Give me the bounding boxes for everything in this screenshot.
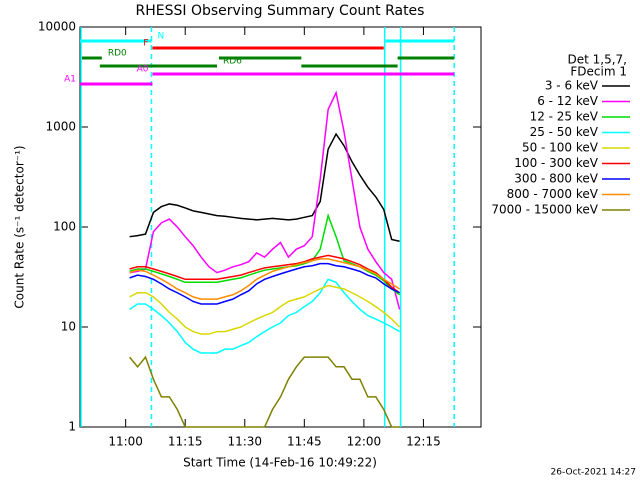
x-tick-label: 11:00 [108,435,143,449]
chart-title: RHESSI Observing Summary Count Rates [136,3,425,19]
legend-label: 6 - 12 keV [537,94,599,108]
x-tick-label: 11:15 [168,435,203,449]
flag-label: A1 [64,75,76,85]
x-tick-label: 11:45 [287,435,322,449]
series-line [129,132,400,242]
legend-label: 100 - 300 keV [514,156,598,170]
series-line [129,262,400,305]
legend-label: 50 - 100 keV [522,141,599,155]
flag-label: A0 [137,65,149,75]
flag-label: RD0 [108,49,127,59]
series-line [129,90,401,310]
legend-label: 300 - 800 keV [514,172,598,186]
series-line [129,355,400,428]
plot-frame [79,26,482,428]
series-line [129,254,401,294]
legend-label: 3 - 6 keV [545,79,599,93]
legend-title: Det 1,5,7, [568,53,628,67]
flag-label: F [143,39,148,49]
series-line [129,213,401,296]
x-tick-label: 12:15 [406,435,441,449]
series-line [129,284,401,335]
legend-label: 800 - 7000 keV [507,187,599,201]
y-tick-label: 100 [53,220,76,234]
flag-label: RD6 [223,57,242,67]
x-tick-label: 12:00 [347,435,382,449]
legend-label: 7000 - 15000 keV [491,203,598,217]
series-line [129,258,401,300]
y-tick-label: 1000 [45,120,76,134]
x-tick-label: 11:30 [227,435,262,449]
y-tick-label: 10000 [38,20,76,34]
y-axis-label: Count Rate (s⁻¹ detector⁻¹) [13,145,27,308]
legend-title: FDecim 1 [570,65,627,79]
flag-label: N [157,32,164,42]
y-tick-label: 1 [68,420,76,434]
y-tick-label: 10 [61,320,76,334]
timestamp: 26-Oct-2021 14:27 [551,468,636,478]
x-axis-label: Start Time (14-Feb-16 10:49:22) [183,456,377,470]
legend-label: 12 - 25 keV [530,110,599,124]
series-line [129,278,400,354]
legend-label: 25 - 50 keV [530,125,599,139]
